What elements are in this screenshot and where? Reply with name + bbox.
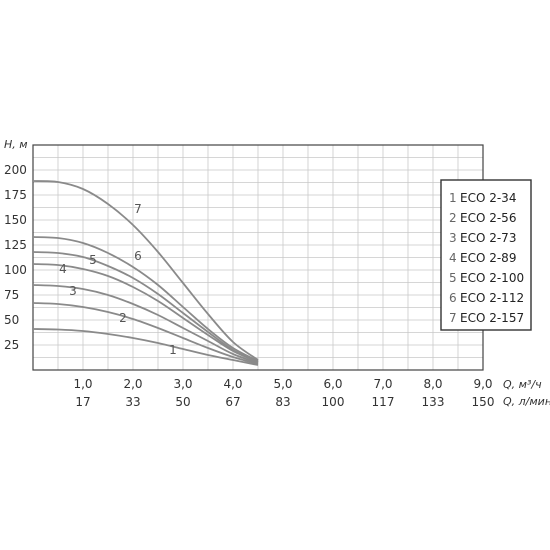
curves	[32, 180, 259, 366]
curve-label-5: 5	[89, 253, 97, 267]
x-tick-label: 7,0	[373, 377, 392, 391]
series-line-3	[32, 284, 259, 364]
legend-entry-name: ECO 2-112	[460, 291, 524, 305]
legend-entry-number: 5	[449, 271, 457, 285]
curve-label-4: 4	[59, 262, 67, 276]
legend-entry-number: 4	[449, 251, 457, 265]
legend-entry-number: 7	[449, 311, 457, 325]
y-tick-label: 50	[4, 313, 19, 327]
legend-entry: 7 ECO 2-157	[449, 311, 524, 325]
y-tick-label: 100	[4, 263, 27, 277]
x-tick-label: 6,0	[323, 377, 342, 391]
curve-label-1: 1	[169, 343, 177, 357]
x-axis-title-lpm: Q, л/мин	[503, 395, 550, 408]
x-tick-label-lpm: 117	[372, 395, 395, 409]
x-tick-label-lpm: 150	[472, 395, 495, 409]
y-axis-title: H, м	[4, 138, 28, 151]
x-tick-label: 3,0	[173, 377, 192, 391]
legend-entry: 5 ECO 2-100	[449, 271, 524, 285]
curve-label-3: 3	[69, 284, 77, 298]
x-tick-label-lpm: 133	[422, 395, 445, 409]
x-tick-label: 4,0	[223, 377, 242, 391]
legend-entry-name: ECO 2-34	[460, 191, 516, 205]
y-tick-label: 175	[4, 188, 27, 202]
legend-entry: 2 ECO 2-56	[449, 211, 516, 225]
x-tick-label: 2,0	[123, 377, 142, 391]
x-tick-label-lpm: 50	[175, 395, 190, 409]
y-tick-label: 150	[4, 213, 27, 227]
x-tick-label: 1,0	[73, 377, 92, 391]
series-line-4	[32, 263, 259, 363]
x-tick-label-lpm: 100	[322, 395, 345, 409]
legend-entry-name: ECO 2-73	[460, 231, 516, 245]
x-tick-label-lpm: 67	[225, 395, 240, 409]
x-tick-label: 5,0	[273, 377, 292, 391]
legend-entry: 3 ECO 2-73	[449, 231, 516, 245]
curve-label-6: 6	[134, 249, 142, 263]
curve-label-7: 7	[134, 202, 142, 216]
y-tick-label: 200	[4, 163, 27, 177]
x-tick-label-lpm: 33	[125, 395, 140, 409]
y-tick-label: 75	[4, 288, 19, 302]
legend-entry-name: ECO 2-89	[460, 251, 516, 265]
legend: 1 ECO 2-342 ECO 2-563 ECO 2-734 ECO 2-895 ECO…	[440, 179, 532, 331]
legend-entry-number: 2	[449, 211, 457, 225]
legend-entry-number: 3	[449, 231, 457, 245]
legend-entry-number: 1	[449, 191, 457, 205]
curve-label-2: 2	[119, 311, 127, 325]
series-line-7	[32, 180, 259, 361]
x-tick-label: 9,0	[473, 377, 492, 391]
x-tick-label-lpm: 83	[275, 395, 290, 409]
series-line-5	[32, 251, 259, 363]
legend-entry-name: ECO 2-157	[460, 311, 524, 325]
legend-entry: 6 ECO 2-112	[449, 291, 524, 305]
x-tick-label: 8,0	[423, 377, 442, 391]
series-line-6	[32, 236, 259, 362]
legend-entry-number: 6	[449, 291, 457, 305]
y-tick-label: 125	[4, 238, 27, 252]
legend-box	[440, 179, 532, 331]
x-axis-title: Q, м³/ч	[503, 378, 542, 391]
grid	[33, 145, 483, 370]
series-line-2	[32, 302, 259, 365]
legend-entry-name: ECO 2-56	[460, 211, 516, 225]
series-line-1	[32, 328, 259, 366]
legend-entry: 1 ECO 2-34	[449, 191, 516, 205]
y-tick-label: 25	[4, 338, 19, 352]
legend-entry: 4 ECO 2-89	[449, 251, 516, 265]
curve-labels: 1 2 34 5 6 7	[59, 202, 177, 357]
legend-entry-name: ECO 2-100	[460, 271, 524, 285]
x-tick-label-lpm: 17	[75, 395, 90, 409]
